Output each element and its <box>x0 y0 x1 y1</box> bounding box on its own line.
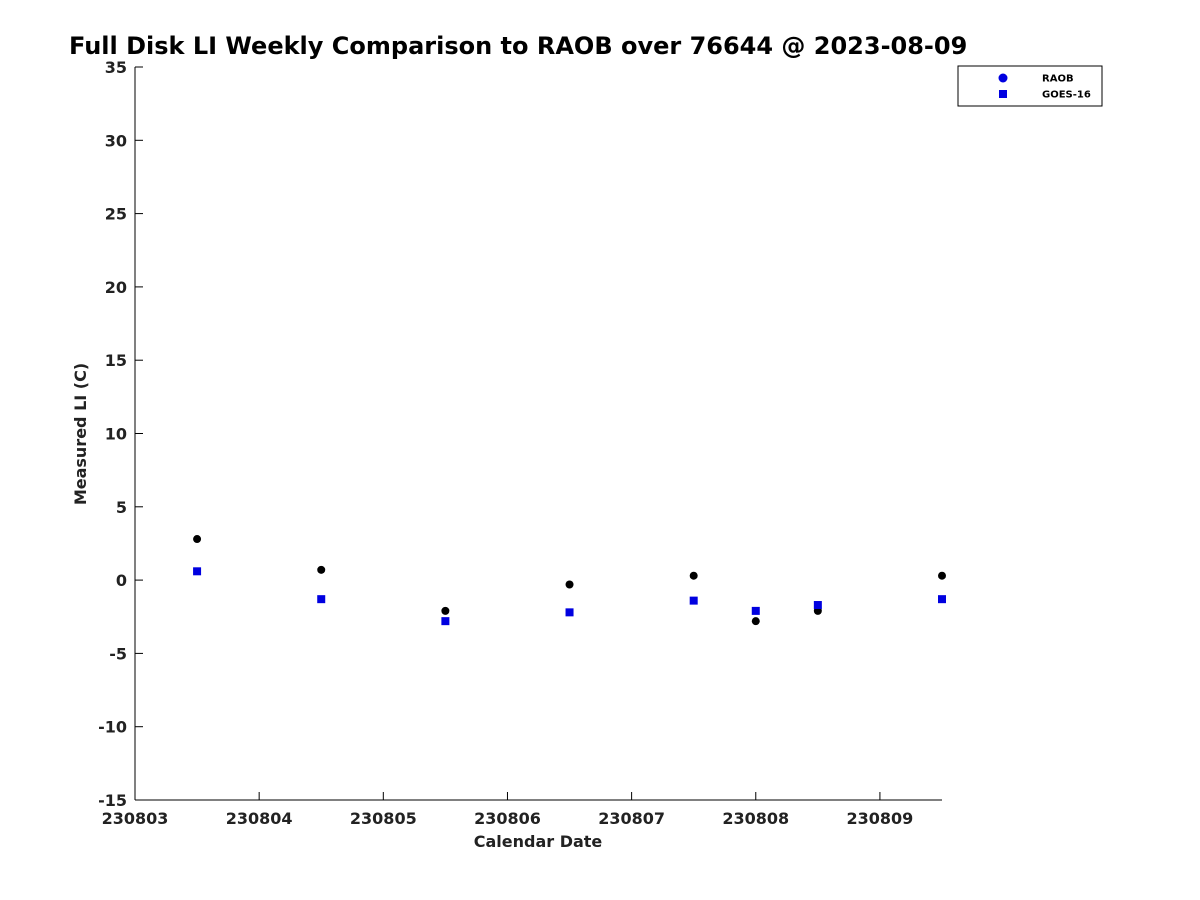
legend-raob-label: RAOB <box>1042 74 1074 85</box>
y-tick-label: -10 <box>98 718 127 737</box>
legend-raob-marker <box>998 73 1008 83</box>
axes <box>134 67 942 801</box>
legend-goes-marker <box>999 90 1007 98</box>
legend: RAOB GOES-16 <box>957 65 1103 107</box>
raob-point <box>565 580 574 589</box>
y-tick-label: 15 <box>105 351 127 370</box>
x-ticks: 230803 230804 230805 230806 230807 230808 2308… <box>102 792 914 828</box>
x-tick-label: 230803 <box>102 809 169 828</box>
y-tick-label: 0 <box>116 571 127 590</box>
goes-16-point <box>441 617 450 626</box>
raob-point <box>441 606 450 615</box>
y-tick-label: 5 <box>116 498 127 517</box>
goes-16-point <box>751 606 760 615</box>
raob-point <box>938 571 946 580</box>
x-tick-label: 230807 <box>598 809 665 828</box>
goes-16-point <box>193 567 202 576</box>
goes-16-point <box>317 595 326 604</box>
raob-point <box>193 535 202 544</box>
goes-16-point <box>938 595 946 604</box>
y-axis-label: Measured LI (C) <box>71 363 90 505</box>
x-tick-label: 230809 <box>847 809 914 828</box>
x-tick-label: 230804 <box>226 809 293 828</box>
y-tick-label: -5 <box>109 644 127 663</box>
y-tick-label: 25 <box>105 205 127 224</box>
raob-point <box>751 617 760 626</box>
legend-goes-label: GOES-16 <box>1042 90 1091 101</box>
y-tick-label: 30 <box>105 131 127 150</box>
goes-16-point <box>689 596 698 605</box>
chart-title: Full Disk LI Weekly Comparison to RAOB o… <box>69 32 967 60</box>
y-tick-label: 10 <box>105 425 127 444</box>
legend-box <box>957 65 1103 107</box>
y-tick-label: -15 <box>98 791 127 810</box>
x-tick-label: 230808 <box>722 809 789 828</box>
x-tick-label: 230806 <box>474 809 541 828</box>
y-tick-label: 20 <box>105 278 127 297</box>
raob-point <box>317 565 326 574</box>
raob-point <box>689 571 698 580</box>
goes-16-point <box>813 601 822 610</box>
x-tick-label: 230805 <box>350 809 417 828</box>
x-axis-label: Calendar Date <box>474 832 603 851</box>
y-ticks: -15 -10 -5 0 5 10 15 20 25 30 35 <box>98 58 143 810</box>
y-tick-label: 35 <box>105 58 127 77</box>
goes-16-point <box>565 608 574 617</box>
data-points <box>193 535 946 626</box>
